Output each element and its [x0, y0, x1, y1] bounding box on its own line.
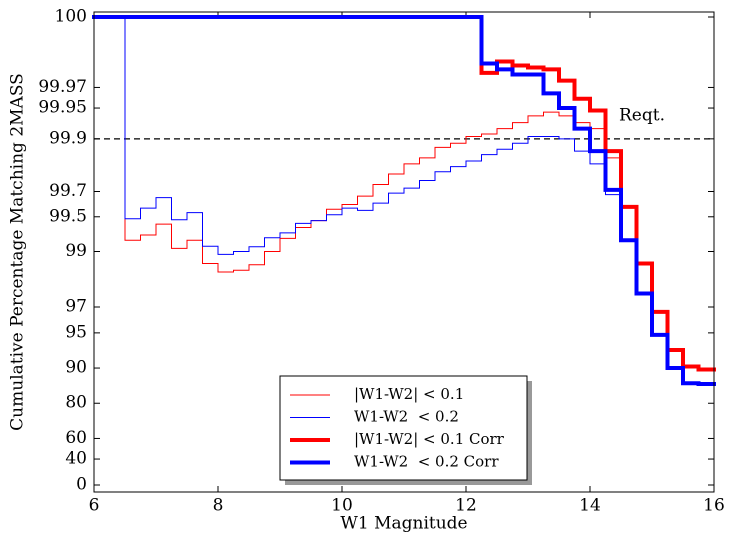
- step-series: [93, 16, 715, 385]
- plot-frame: [93, 11, 715, 493]
- y-tick-label: 100: [55, 7, 87, 27]
- y-tick-label: 99: [65, 241, 87, 261]
- x-tick-label: 12: [455, 496, 477, 516]
- y-tick-label: 95: [65, 322, 87, 342]
- x-tick-label: 14: [579, 496, 601, 516]
- y-tick-label: 99.9: [49, 128, 87, 148]
- y-tick-label: 99.95: [38, 98, 87, 118]
- y-tick-label: 99.5: [49, 206, 87, 226]
- legend-label: |W1-W2| < 0.1 Corr: [354, 430, 505, 448]
- x-tick-label: 16: [703, 496, 725, 516]
- y-axis-label: Cumulative Percentage Matching 2MASS: [8, 73, 28, 431]
- y-tick-label: 0: [76, 475, 87, 495]
- x-tick-label: 10: [331, 496, 353, 516]
- y-tick-label: 80: [65, 393, 87, 413]
- y-tick-label: 90: [65, 358, 87, 378]
- y-tick-label: 97: [65, 296, 87, 316]
- legend-label: W1-W2 < 0.2 Corr: [354, 453, 499, 471]
- y-tick-label: 99.7: [49, 181, 87, 201]
- x-axis-label: W1 Magnitude: [340, 514, 467, 534]
- x-tick-label: 8: [213, 496, 224, 516]
- y-tick-label: 60: [65, 428, 87, 448]
- legend-label: |W1-W2| < 0.1: [354, 385, 464, 403]
- x-tick-label: 6: [89, 496, 100, 516]
- y-tick-label: 40: [65, 449, 87, 469]
- step-series: [92, 15, 716, 387]
- legend-label: W1-W2 < 0.2: [354, 408, 459, 426]
- y-tick-label: 99.97: [38, 77, 87, 97]
- annotation: Reqt.: [619, 106, 665, 126]
